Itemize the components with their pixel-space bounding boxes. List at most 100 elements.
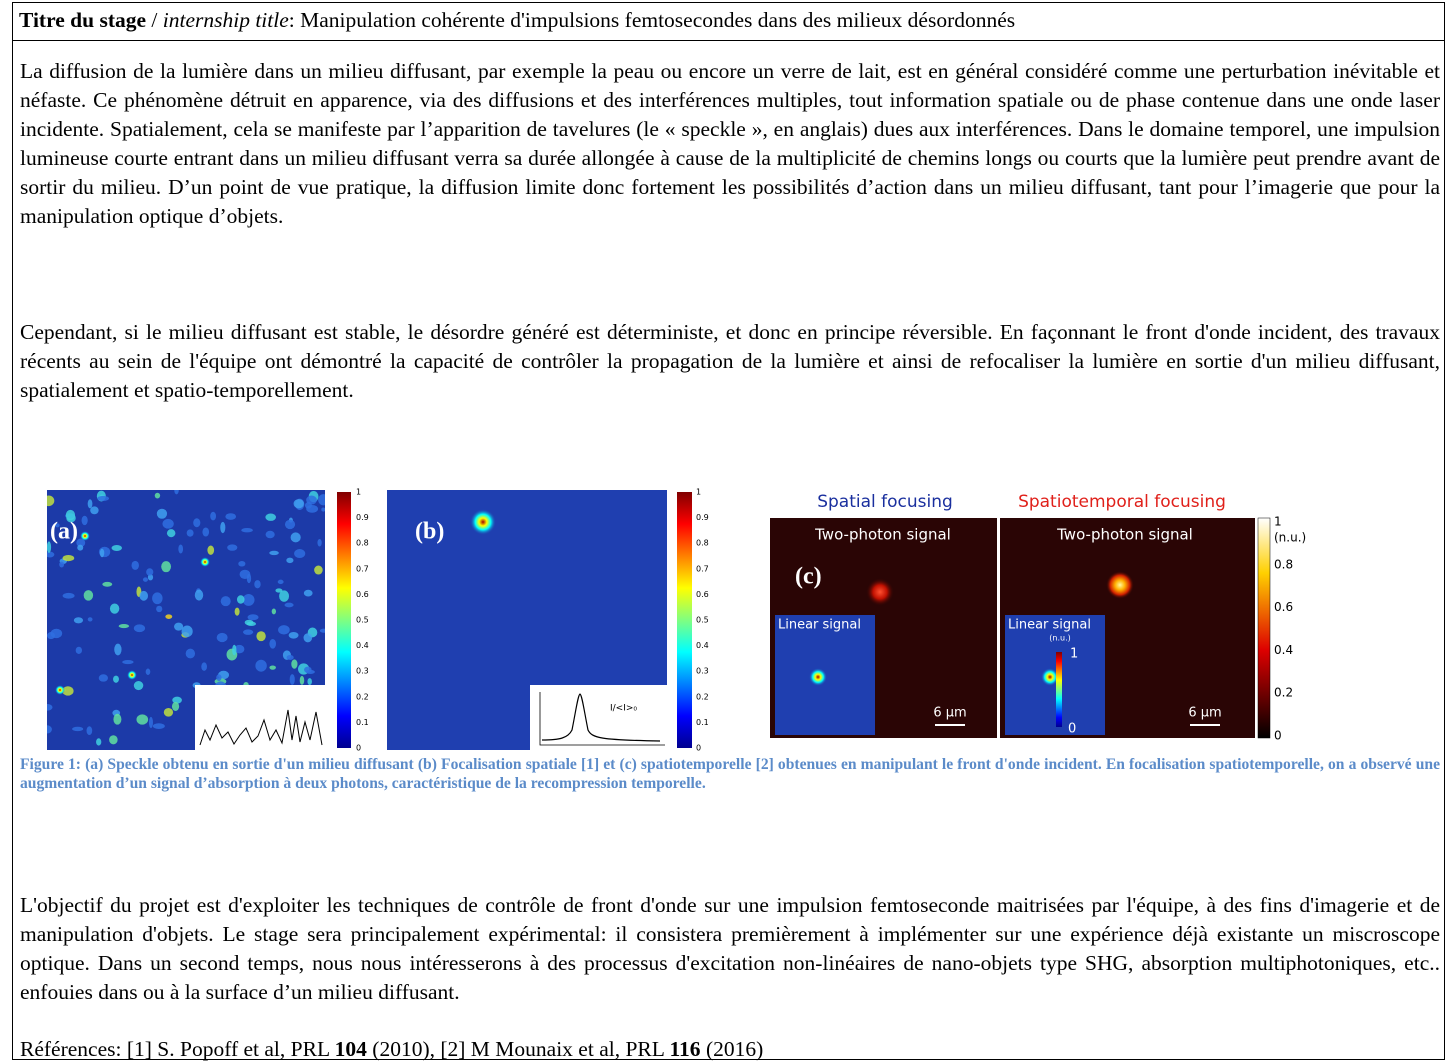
speckle-hotspot <box>127 670 137 680</box>
colorbar-tick-label: 0.8 <box>696 539 709 548</box>
colorbar-tick-label: 0.4 <box>1274 643 1293 657</box>
speckle-grain <box>278 625 290 634</box>
speckle-grain <box>113 676 119 683</box>
speckle-grain <box>304 633 313 642</box>
colorbar-tick-label: 0.9 <box>356 513 369 522</box>
speckle-grain <box>100 549 104 558</box>
speckle-grain <box>155 493 160 499</box>
inset-colorbar-label: 0 <box>1068 722 1076 737</box>
speckle-grain <box>174 623 183 631</box>
speckle-grain <box>285 520 295 529</box>
scale-bar-label: 6 µm <box>1188 706 1221 721</box>
colorbar-tick-label: 0.3 <box>696 667 709 676</box>
speckle-grain <box>241 528 253 532</box>
panel-label: (b) <box>415 519 444 545</box>
focus-spot <box>866 578 894 606</box>
speckle-grain <box>76 647 82 654</box>
speckle-grain <box>318 494 329 505</box>
colorbar-tick-label: 0 <box>1274 729 1282 743</box>
speckle-grain <box>74 617 83 623</box>
colorbar-tick-label: 0.4 <box>696 641 709 650</box>
reference-text: Références: [1] S. Popoff et al, PRL <box>20 1037 329 1061</box>
inset-colorbar-unit: (n.u.) <box>1049 634 1070 643</box>
speckle-grain <box>162 519 173 529</box>
speckle-grain <box>320 629 328 633</box>
speckle-grain <box>43 496 54 507</box>
speckle-grain <box>317 539 321 547</box>
speckle-grain <box>146 568 153 575</box>
speckle-grain <box>45 552 54 558</box>
speckle-grain <box>232 645 236 656</box>
title-italic: internship title <box>163 8 289 32</box>
colorbar-tick-label: 0.9 <box>696 513 709 522</box>
speckle-grain <box>304 590 313 597</box>
speckle-grain <box>286 558 293 564</box>
speckle-grain <box>152 592 162 604</box>
figure-caption: Figure 1: (a) Speckle obtenu en sortie d… <box>20 755 1440 793</box>
speckle-grain <box>187 529 194 536</box>
colorbar-tick-label: 1 <box>356 488 361 497</box>
speckle-grain <box>217 633 228 642</box>
paragraph: Cependant, si le milieu diffusant est st… <box>20 318 1440 405</box>
speckle-grain <box>47 632 55 639</box>
speckle-grain <box>113 714 121 725</box>
focus-spot <box>1106 571 1134 599</box>
title-bold: Titre du stage <box>19 8 146 32</box>
scale-bar-label: 6 µm <box>933 706 966 721</box>
colorbar-tick-label: 0.5 <box>696 616 709 625</box>
speckle-grain <box>207 545 214 554</box>
reference-volume: 104 <box>335 1037 367 1061</box>
speckle-grain <box>42 725 52 733</box>
speckle-grain <box>304 667 312 673</box>
inset-colorbar <box>1056 652 1062 727</box>
reference-volume: 116 <box>669 1037 700 1061</box>
speckle-grain <box>225 513 236 520</box>
references: Références: [1] S. Popoff et al, PRL 104… <box>20 1035 1440 1064</box>
speckle-grain <box>195 590 203 601</box>
focus-spot <box>470 509 496 535</box>
speckle-grain <box>216 674 221 681</box>
panel-title: Spatial focusing <box>817 492 953 512</box>
colorbar-tick-label: 0.1 <box>696 718 709 727</box>
panel-label: (c) <box>795 564 822 590</box>
speckle-grain <box>210 512 216 521</box>
speckle-grain <box>269 639 276 649</box>
speckle-grain <box>63 593 75 599</box>
speckle-grain <box>97 496 109 501</box>
title-separator: / <box>151 8 157 32</box>
inset-label: I/<I>₀ <box>610 704 637 714</box>
speckle-grain <box>63 555 75 561</box>
speckle-grain <box>221 596 231 606</box>
speckle-grain <box>272 608 276 614</box>
focus-spot <box>809 668 827 686</box>
speckle-grain <box>72 727 83 731</box>
speckle-grain <box>178 544 183 553</box>
colorbar-unit: (n.u.) <box>1274 531 1306 545</box>
speckle-grain <box>172 702 179 711</box>
speckle-grain <box>82 516 88 525</box>
speckle-grain <box>134 681 143 690</box>
speckle-grain <box>149 717 153 728</box>
colorbar-tick-label: 0.4 <box>356 641 369 650</box>
colorbar-tick-label: 0.2 <box>1274 686 1293 700</box>
speckle-grain <box>161 561 171 572</box>
colorbar-tick-label: 0.3 <box>356 667 369 676</box>
speckle-grain <box>153 723 165 729</box>
speckle-grain <box>265 514 276 521</box>
speckle-grain <box>157 509 167 519</box>
speckle-grain <box>42 704 52 711</box>
speckle-grain <box>306 496 317 505</box>
speckle-grain <box>266 531 275 538</box>
colorbar-tick-label: 1 <box>1274 515 1282 529</box>
speckle-grain <box>291 659 297 668</box>
speckle-grain <box>88 617 93 621</box>
speckle-grain <box>174 486 178 494</box>
speckle-grain <box>87 726 93 735</box>
speckle-hotspot <box>55 685 65 695</box>
inset-colorbar-label: 1 <box>1070 647 1078 662</box>
speckle-grain <box>278 580 284 584</box>
speckle-grain <box>156 606 162 612</box>
speckle-grain <box>165 614 172 619</box>
colorbar-tick-label: 0.8 <box>1274 557 1293 571</box>
panel-label: (a) <box>50 519 78 545</box>
